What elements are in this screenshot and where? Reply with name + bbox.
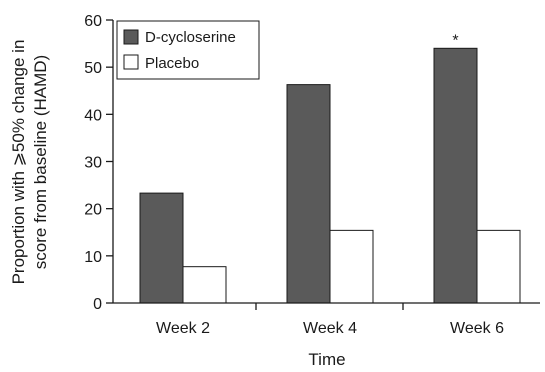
x-axis-title: Time [308,350,345,369]
legend-swatch-placebo [123,54,139,70]
x-tick-label: Week 6 [450,320,504,337]
y-tick-label: 30 [84,155,102,172]
bar-placebo-week-6 [476,229,521,304]
legend-frame [116,20,260,80]
y-axis-title: Proportion with ⩾50% change in score fro… [9,40,50,285]
x-tick-label: Week 4 [303,320,357,337]
y-tick-label: 50 [84,60,102,77]
y-tick-label: 60 [84,13,102,30]
y-tick-label: 10 [84,249,102,266]
bar-d-cycloserine-week-6 [433,47,478,304]
bar-d-cycloserine-week-2 [139,192,184,304]
legend-label-d-cycloserine: D-cycloserine [145,29,236,46]
bar-placebo-week-2 [182,266,227,304]
y-tick-label: 40 [84,107,102,124]
legend-swatch-d-cycloserine [123,29,139,45]
plot-area: 0 10 20 30 40 50 60 Week 2 Week 4 Week 6 * [84,13,521,337]
x-tick-label: Week 2 [156,320,210,337]
y-axis-title-line-2: score from baseline (HAMD) [31,55,50,269]
y-tick-label: 20 [84,202,102,219]
bar-placebo-week-4 [329,229,374,304]
significance-marker: * [452,32,458,49]
legend-label-placebo: Placebo [145,55,199,72]
y-tick-label: 0 [93,296,102,313]
bar-d-cycloserine-week-4 [286,84,331,304]
legend: D-cycloserine Placebo [116,20,260,80]
y-axis-title-line-1: Proportion with ⩾50% change in [9,40,28,285]
